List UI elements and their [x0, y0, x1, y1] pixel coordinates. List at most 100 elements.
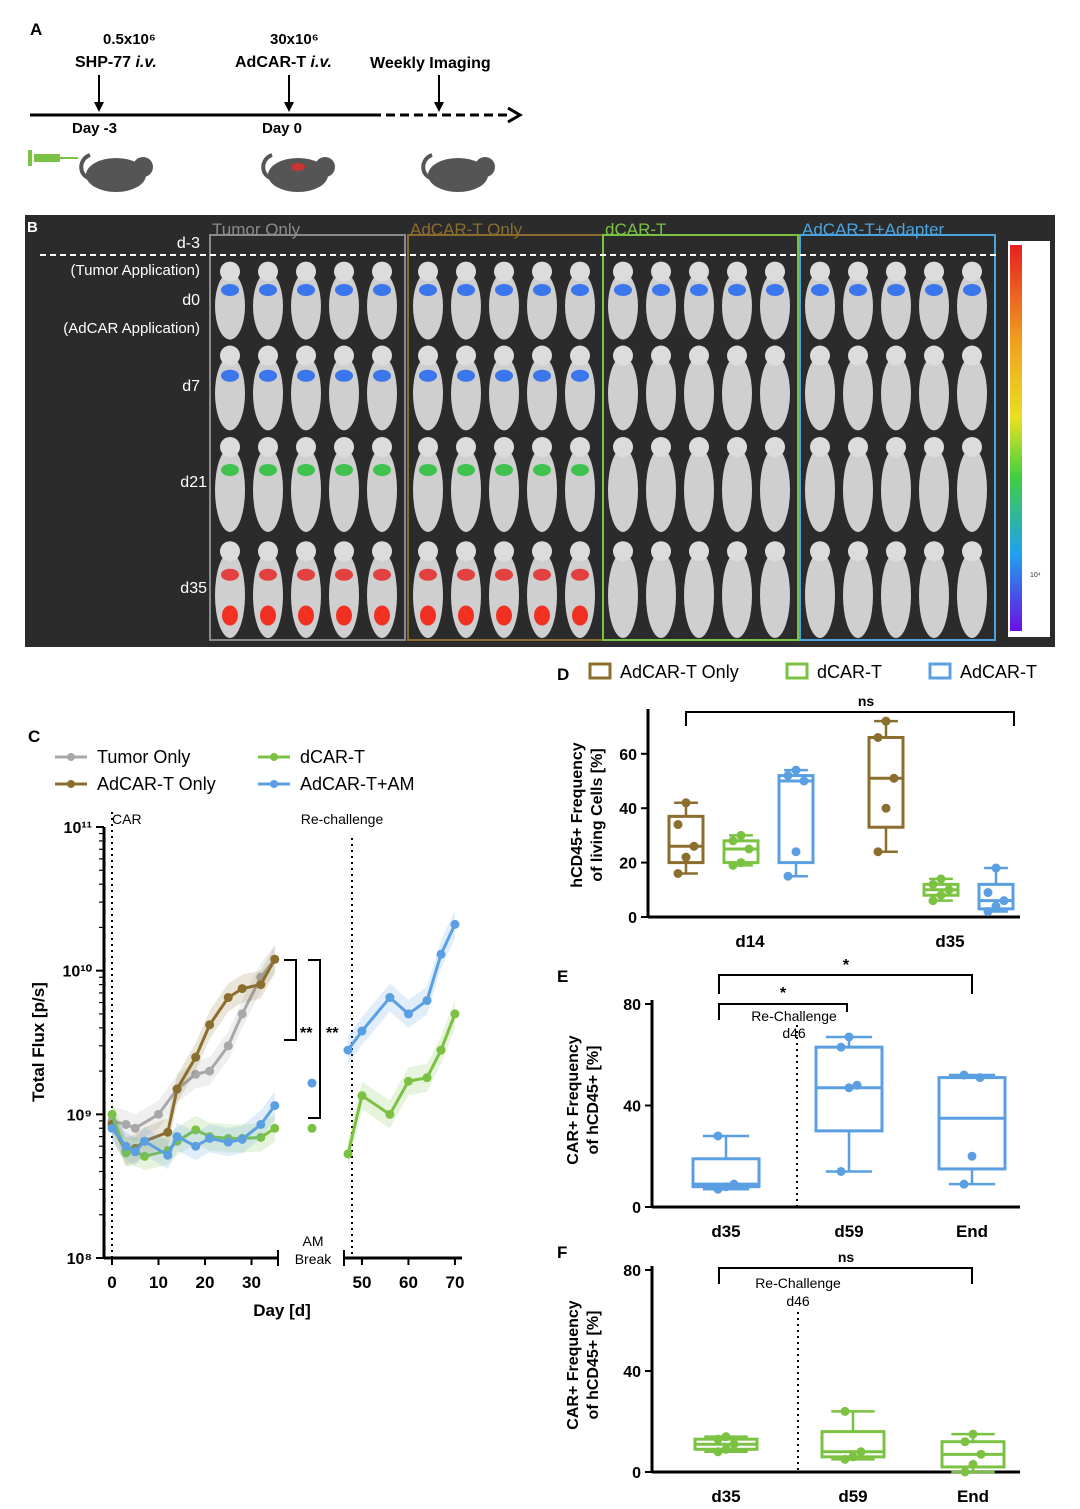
- c-data-point: [343, 1045, 353, 1055]
- mouse-image: [843, 261, 873, 340]
- group-frame: [799, 234, 996, 641]
- mouse-image: [451, 541, 481, 638]
- c-data-point: [121, 1148, 131, 1158]
- mouse-image: [329, 541, 359, 638]
- box-point: [840, 1406, 850, 1416]
- box-ylabel: CAR+ Frequency: [565, 1300, 582, 1429]
- box-y-tick: 20: [619, 856, 637, 873]
- mouse-image: [291, 345, 321, 431]
- mouse-image: [646, 437, 676, 532]
- mouse-image: [805, 261, 835, 340]
- box-y-tick: 60: [619, 747, 637, 764]
- c-data-point: [223, 993, 233, 1003]
- box-plot: [940, 1429, 1006, 1477]
- c-y-tick: 10⁸: [67, 1251, 92, 1268]
- box-point: [673, 868, 683, 878]
- c-series-band: [112, 1091, 275, 1170]
- mouse-image: [489, 261, 519, 340]
- box-point: [968, 1459, 978, 1469]
- box-point: [721, 1182, 731, 1192]
- c-data-point: [436, 949, 446, 959]
- mouse-image: [957, 345, 987, 431]
- c-data-point: [343, 1149, 353, 1159]
- box-ylabel: hCD45+ Frequency: [569, 742, 586, 887]
- c-data-point: [385, 993, 395, 1003]
- c-data-point: [237, 984, 247, 994]
- mouse-image: [760, 345, 790, 431]
- mouse-image: [843, 345, 873, 431]
- box-point: [959, 1070, 969, 1080]
- box-ylabel: of hCD45+ [%]: [585, 1311, 602, 1420]
- box-point: [936, 874, 946, 884]
- c-data-point: [436, 1045, 446, 1055]
- group-title: AdCAR-T Only: [410, 220, 523, 239]
- f-annotation: d46: [786, 1293, 810, 1309]
- scale-label: 10⁴: [1030, 572, 1041, 579]
- mouse-icon: [79, 153, 153, 192]
- c-data-point: [270, 954, 280, 964]
- box-x-tick: End: [957, 1487, 989, 1506]
- c-series-band: [348, 910, 455, 1065]
- box-point: [729, 1179, 739, 1189]
- mouse-image: [957, 541, 987, 638]
- group-title: dCAR-T: [605, 220, 666, 239]
- mouse-image: [608, 541, 638, 638]
- box-point: [713, 1434, 723, 1444]
- e-sig-label: *: [780, 985, 787, 1002]
- group-frame: [209, 234, 406, 641]
- group-frame: [602, 234, 799, 641]
- mouse-image: [646, 541, 676, 638]
- c-legend-label: AdCAR-T+AM: [300, 774, 415, 794]
- mouse-image: [367, 345, 397, 431]
- mouse-image: [843, 541, 873, 638]
- mouse-image: [565, 437, 595, 532]
- mouse-image: [215, 345, 245, 431]
- mouse-image: [291, 261, 321, 340]
- panel-d-letter: D: [557, 665, 569, 684]
- c-data-point: [237, 1009, 247, 1019]
- mouse-image: [957, 261, 987, 340]
- mouse-image: [565, 345, 595, 431]
- c-data-point: [223, 1041, 233, 1051]
- mouse-image: [367, 541, 397, 638]
- e-annotation: d46: [782, 1025, 806, 1041]
- box-x-tick: d35: [711, 1222, 740, 1241]
- c-data-point: [191, 1052, 201, 1062]
- c-annotation-car: CAR: [112, 811, 142, 827]
- c-data-point: [172, 1084, 182, 1094]
- c-data-point: [403, 1076, 413, 1086]
- c-data-point: [307, 1078, 317, 1088]
- c-x-tick: 10: [149, 1273, 168, 1292]
- box-point: [836, 1166, 846, 1176]
- box-plot: [867, 716, 905, 857]
- box-y-tick: 40: [623, 1364, 641, 1381]
- c-x-tick: 0: [107, 1273, 116, 1292]
- panel-c-letter: C: [28, 727, 40, 746]
- box-point: [968, 1429, 978, 1439]
- box-point: [960, 1437, 970, 1447]
- mouse-image: [451, 261, 481, 340]
- mouse-image: [253, 437, 283, 532]
- mouse-image: [881, 541, 911, 638]
- mouse-image: [413, 345, 443, 431]
- box-point: [736, 830, 746, 840]
- row-label: d0: [182, 292, 200, 309]
- panel-b-letter: B: [27, 219, 38, 236]
- box-point: [844, 1032, 854, 1042]
- mouse-image: [684, 437, 714, 532]
- c-data-point: [205, 1020, 215, 1030]
- c-data-point: [256, 1119, 266, 1129]
- box-point: [713, 1447, 723, 1457]
- box-point: [960, 1467, 970, 1477]
- d-legend-label: AdCAR-T Only: [620, 662, 739, 682]
- mouse-image: [329, 261, 359, 340]
- box-x-tick: d14: [735, 932, 765, 951]
- event2-amount: 30x10⁶: [270, 31, 319, 48]
- c-x-tick: 30: [242, 1273, 261, 1292]
- box-point: [936, 890, 946, 900]
- box-plot: [691, 1131, 761, 1194]
- c-data-point: [140, 1136, 150, 1146]
- box-ylabel: of living Cells [%]: [589, 748, 606, 881]
- c-data-point: [191, 1141, 201, 1151]
- box-point: [881, 716, 891, 726]
